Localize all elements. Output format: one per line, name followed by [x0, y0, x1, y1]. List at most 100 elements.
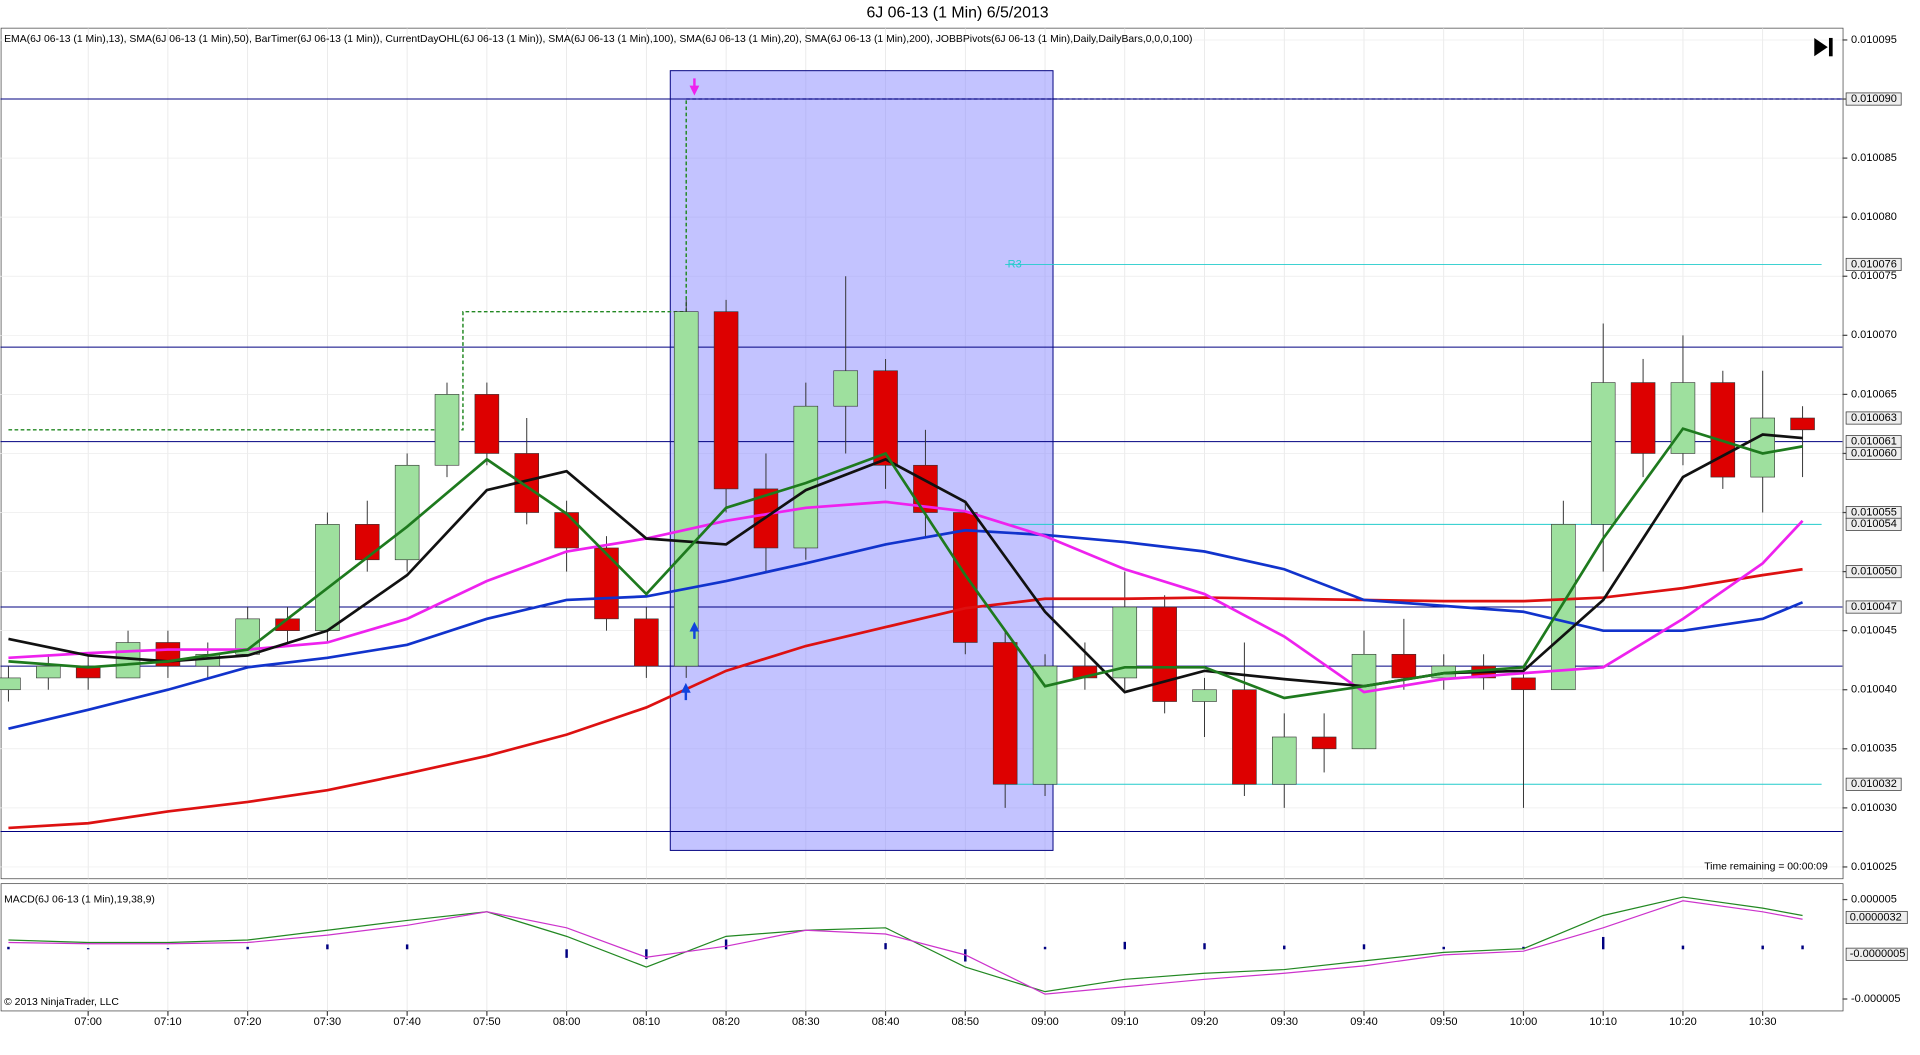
x-tick-label: 09:10 — [1111, 1016, 1139, 1028]
y-tick-label: 0.000005 — [1851, 893, 1897, 905]
price-marker-label: 0.010076 — [1851, 258, 1897, 270]
candle-body — [1630, 382, 1656, 454]
price-marker — [1845, 777, 1902, 791]
price-marker-label: 0.0000032 — [1850, 911, 1902, 923]
candle-body — [36, 665, 61, 679]
y-tick-label: 0.010065 — [1851, 388, 1897, 400]
candle-body — [0, 677, 21, 691]
candle-body — [713, 311, 739, 490]
x-tick-label: 07:00 — [74, 1016, 102, 1028]
candle-body — [1351, 653, 1377, 750]
candle-body — [833, 370, 858, 407]
candle-body — [1192, 689, 1217, 702]
x-tick-label: 09:30 — [1270, 1016, 1298, 1028]
price-marker — [1845, 411, 1902, 425]
x-tick-label: 08:20 — [712, 1016, 740, 1028]
x-tick-label: 08:30 — [792, 1016, 820, 1028]
candle-body — [673, 311, 699, 667]
y-tick-label: 0.010025 — [1851, 861, 1897, 873]
candle-body — [434, 394, 460, 466]
candle-body — [1311, 736, 1337, 750]
price-marker-label: 0.010061 — [1851, 436, 1897, 448]
sell-arrow — [689, 78, 700, 96]
candle-body — [354, 524, 380, 561]
price-marker-label: 0.010054 — [1851, 518, 1897, 530]
candle-body — [1551, 524, 1576, 691]
candle-body — [1750, 417, 1775, 478]
price-marker — [1845, 92, 1902, 106]
moving-average-line — [8, 500, 1804, 694]
price-marker-label: 0.010060 — [1851, 447, 1897, 459]
play-bar[interactable] — [1828, 37, 1833, 57]
candle-body — [1590, 382, 1616, 525]
y-tick-label: 0.010035 — [1851, 743, 1897, 755]
candle-body — [634, 618, 659, 667]
y-tick-label: 0.010085 — [1851, 152, 1897, 164]
candle-body — [1790, 417, 1815, 431]
copyright: © 2013 NinjaTrader, LLC — [4, 997, 119, 1008]
y-tick-label: 0.010030 — [1851, 802, 1897, 814]
price-marker — [1845, 947, 1908, 961]
play-triangle[interactable] — [1814, 37, 1828, 57]
moving-average-line — [8, 567, 1803, 830]
price-marker-label: 0.010063 — [1851, 412, 1897, 424]
macd-line — [8, 900, 1803, 995]
candle-body — [1710, 382, 1736, 478]
candle-body — [1391, 653, 1417, 679]
x-tick-label: 07:30 — [314, 1016, 342, 1028]
x-tick-label: 10:00 — [1510, 1016, 1538, 1028]
price-marker-label: 0.010055 — [1851, 506, 1897, 518]
candle-body — [554, 512, 579, 549]
play-icon[interactable] — [1814, 37, 1833, 57]
price-marker — [1845, 565, 1902, 579]
macd-label: MACD(6J 06-13 (1 Min),19,38,9) — [4, 894, 155, 905]
price-marker-label: 0.010050 — [1851, 566, 1897, 578]
candle-body — [793, 405, 819, 549]
candle-body — [1232, 689, 1257, 785]
y-tick-label: -0.000005 — [1851, 993, 1901, 1005]
x-tick-label: 10:10 — [1589, 1016, 1617, 1028]
x-tick-label: 07:20 — [234, 1016, 262, 1028]
time-remaining: Time remaining = 00:00:09 — [1704, 861, 1828, 872]
candle-body — [594, 547, 619, 620]
moving-average-line — [8, 528, 1804, 731]
moving-average-line — [8, 427, 1803, 700]
macd-panel — [0, 883, 1844, 1012]
x-tick-label: 09:40 — [1350, 1016, 1378, 1028]
candle-body — [474, 394, 500, 454]
price-marker-label: 0.010032 — [1851, 778, 1897, 790]
candle-body — [992, 642, 1018, 785]
price-marker — [1845, 446, 1902, 460]
x-tick-label: 09:50 — [1430, 1016, 1458, 1028]
x-tick-label: 08:10 — [633, 1016, 661, 1028]
candle-body — [1271, 736, 1297, 785]
pivot-label: R3 — [1008, 258, 1022, 270]
price-marker-label: 0.010047 — [1851, 601, 1897, 613]
buy-arrow — [689, 621, 700, 639]
x-tick-label: 07:10 — [154, 1016, 182, 1028]
candle-body — [1670, 382, 1696, 454]
x-tick-label: 07:40 — [393, 1016, 421, 1028]
x-tick-label: 08:40 — [872, 1016, 900, 1028]
y-tick-label: 0.010075 — [1851, 270, 1897, 282]
buy-arrow — [680, 682, 691, 701]
price-marker-label: 0.010090 — [1851, 93, 1897, 105]
candle-body — [1112, 606, 1138, 679]
x-tick-label: 10:20 — [1669, 1016, 1697, 1028]
x-tick-label: 08:00 — [553, 1016, 581, 1028]
indicator-label: EMA(6J 06-13 (1 Min),13), SMA(6J 06-13 (… — [4, 34, 1192, 45]
price-marker — [1845, 910, 1908, 924]
y-tick-label: 0.010080 — [1851, 211, 1897, 223]
ohl-line — [8, 99, 687, 431]
chart-title: 6J 06-13 (1 Min) 6/5/2013 — [866, 5, 1048, 22]
candle-body — [873, 370, 898, 466]
price-marker-label: -0.0000005 — [1850, 948, 1906, 960]
x-tick-label: 08:50 — [952, 1016, 980, 1028]
y-tick-label: 0.010045 — [1851, 625, 1897, 637]
candle-body — [1511, 677, 1536, 691]
y-tick-label: 0.010095 — [1851, 34, 1897, 46]
candle-body — [394, 464, 420, 561]
candle-body — [1032, 665, 1058, 785]
trade-arrows — [680, 78, 700, 701]
